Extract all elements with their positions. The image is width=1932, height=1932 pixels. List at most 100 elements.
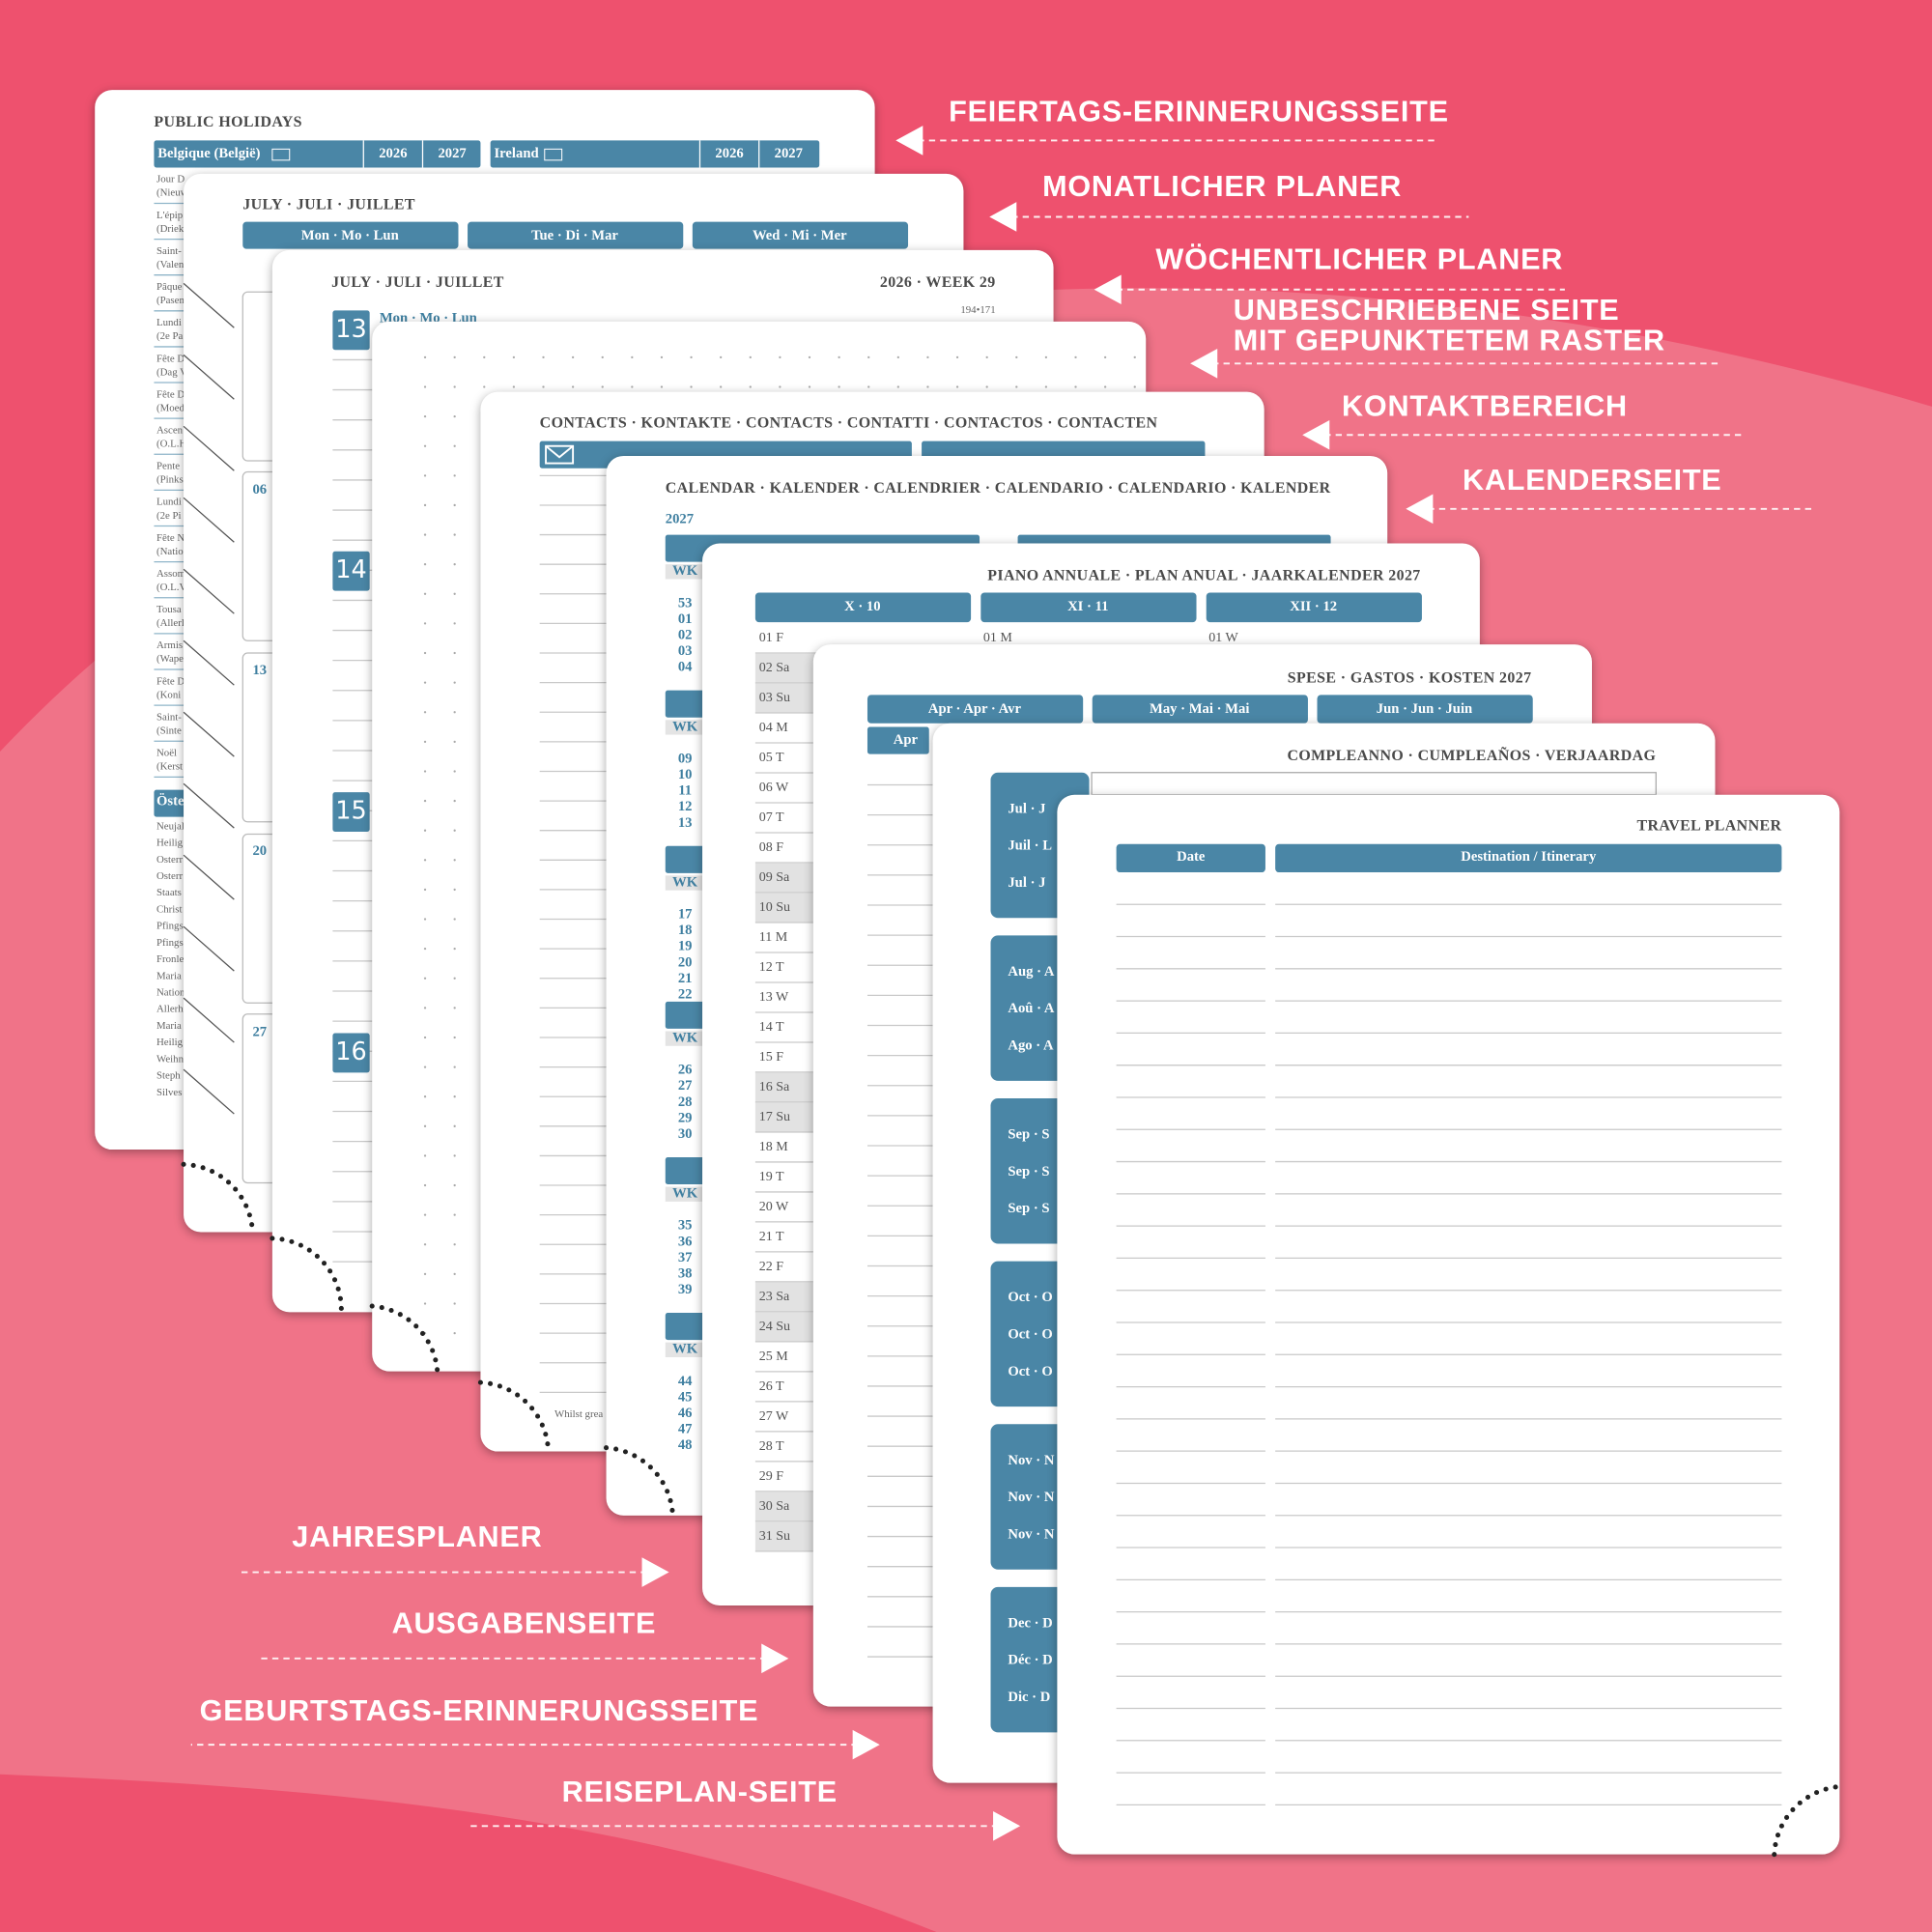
holiday-name: Lundi: [156, 317, 182, 328]
holiday-name: (Nieuw: [156, 187, 188, 199]
grid-dot: [453, 622, 456, 625]
grid-dot: [453, 563, 456, 566]
weekday-header: Tue · Di · Mar: [531, 228, 618, 243]
grid-dot: [423, 1243, 427, 1246]
holiday-name: (2e Pi: [156, 510, 182, 522]
page-title: JULY · JULI · JUILLET: [242, 197, 415, 213]
page-title: TRAVEL PLANNER: [1637, 818, 1782, 835]
decor-line: [183, 639, 235, 686]
callout-arrow: [993, 1811, 1021, 1841]
callout-text: KALENDERSEITE: [1463, 464, 1721, 497]
day-label: 31 Su: [759, 1528, 790, 1544]
header-bar: [1275, 843, 1782, 873]
day-label: 21 T: [759, 1229, 784, 1244]
row-label: Apr: [894, 732, 919, 748]
callout-arrow: [1190, 348, 1218, 379]
month-name: Sep · S: [1008, 1127, 1049, 1143]
holiday-name: (Pasen: [156, 295, 185, 306]
grid-dot: [453, 533, 456, 536]
callout-arrow: [989, 202, 1017, 232]
week-number: 27: [678, 1078, 693, 1094]
year: 2026: [715, 146, 743, 161]
week-label: 2026 · WEEK 29: [880, 274, 996, 291]
week-number: 02: [678, 628, 693, 643]
year: 2027: [775, 146, 803, 161]
grid-dot: [1103, 355, 1107, 359]
grid-dot: [896, 385, 899, 388]
callout-text: MIT GEPUNKTETEM RASTER: [1234, 325, 1665, 357]
grid-dot: [453, 651, 456, 655]
day-label: 11 M: [759, 929, 788, 945]
header-bar: [242, 221, 459, 249]
month-name: Déc · D: [1008, 1653, 1052, 1668]
day-count: 194•171: [960, 304, 995, 316]
week-number: 21: [678, 971, 693, 986]
grid-dot: [423, 888, 427, 892]
week-header-bg: [665, 1186, 703, 1202]
page-title: COMPLEANNO · CUMPLEAÑOS · VERJAARDAG: [1287, 746, 1656, 764]
grid-dot: [955, 355, 959, 359]
header-bar: [754, 592, 972, 623]
month-header: X · 10: [844, 599, 880, 614]
grid-dot: [423, 1007, 427, 1009]
week-number: 22: [678, 986, 693, 1002]
week-header-bg: [665, 720, 703, 735]
footer-note: Whilst grea: [554, 1408, 603, 1420]
grid-dot: [423, 503, 427, 507]
month-name: Dec · D: [1008, 1615, 1052, 1631]
day-label: 10 Su: [759, 899, 790, 915]
day-label: 17 Su: [759, 1109, 790, 1124]
holiday-name: (O.L.V: [156, 582, 186, 593]
grid-dot: [483, 355, 486, 359]
grid-dot: [453, 859, 456, 862]
decor-line: [183, 568, 235, 614]
week-number: 01: [678, 611, 693, 627]
grid-dot: [838, 355, 840, 359]
grid-dot: [1074, 355, 1077, 359]
callout-arrow: [852, 1729, 880, 1760]
page-title: PIANO ANNUALE · PLAN ANUAL · JAARKALENDE…: [987, 568, 1420, 584]
holiday-name: Saint-: [156, 245, 182, 257]
month-name: Juil · L: [1008, 838, 1052, 854]
grid-dot: [453, 1124, 456, 1127]
decor-line: [183, 1068, 235, 1115]
page-title: CONTACTS · KONTAKTE · CONTACTS · CONTATT…: [540, 414, 1158, 431]
day-label: 30 Sa: [759, 1498, 790, 1514]
page-title: JULY · JULI · JUILLET: [331, 274, 504, 291]
grid-dot: [453, 947, 456, 951]
date-number: 13: [252, 663, 267, 678]
callout: KONTAKTBEREICH: [1302, 389, 1744, 450]
grid-dot: [423, 681, 427, 684]
day-label: 15 F: [759, 1049, 784, 1065]
callout: JAHRESPLANER: [240, 1520, 669, 1587]
grid-dot: [453, 444, 456, 447]
grid-dot: [690, 385, 693, 388]
holiday-name: Osterr: [156, 870, 183, 882]
day-label: 08 F: [759, 839, 784, 855]
grid-dot: [423, 1154, 427, 1157]
week-label: WK: [672, 1186, 698, 1202]
date-number: 20: [252, 843, 267, 859]
grid-dot: [453, 770, 456, 773]
holiday-name: Maria: [156, 970, 182, 981]
flag-box: [271, 148, 291, 161]
holiday-name: (Valen: [156, 259, 185, 270]
week-number: 46: [678, 1406, 693, 1421]
month-name: Oct · O: [1008, 1364, 1052, 1379]
grid-dot: [423, 1183, 427, 1187]
holiday-name: Armis: [156, 639, 183, 651]
grid-dot: [631, 355, 634, 359]
grid-dot: [867, 385, 870, 388]
day-label: 09 Sa: [759, 869, 790, 885]
day-label: 14 T: [759, 1019, 784, 1035]
grid-dot: [453, 1302, 456, 1305]
grid-dot: [453, 740, 456, 744]
month-header: XI · 11: [1067, 599, 1108, 614]
grid-dot: [423, 533, 427, 536]
month-header: XII · 12: [1290, 599, 1337, 614]
week-label: WK: [672, 563, 698, 579]
week-number: 28: [678, 1094, 693, 1110]
holiday-name: (Dag V: [156, 366, 187, 378]
grid-dot: [1015, 385, 1018, 388]
grid-dot: [1015, 355, 1018, 359]
